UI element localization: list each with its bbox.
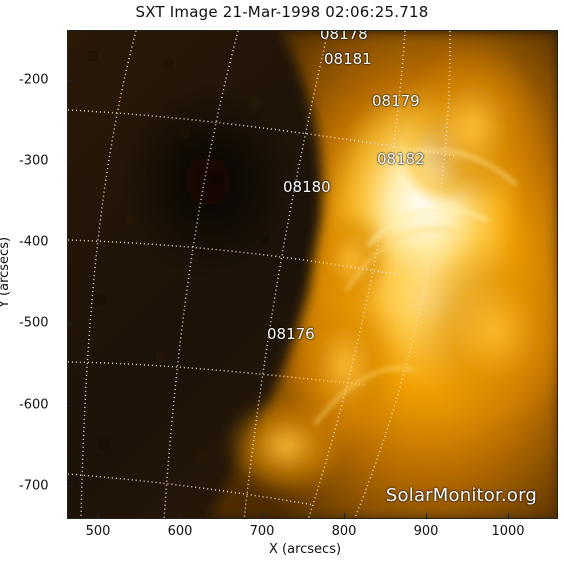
x-tick-mark [262, 513, 263, 519]
y-tick-label: -400 [19, 234, 49, 250]
x-tick-mark [344, 513, 345, 519]
region-label-08178: 08178 [320, 30, 368, 43]
x-tick-label: 900 [413, 524, 439, 539]
y-tick-mark [67, 323, 73, 324]
solarmonitor-watermark: SolarMonitor.org [385, 485, 537, 506]
image-noise [88, 51, 270, 462]
y-tick-label: -500 [19, 315, 49, 331]
y-axis-label: Y (arcsecs) [0, 236, 13, 308]
active-region-bottom [224, 396, 348, 496]
x-tick-label: 600 [167, 524, 193, 539]
x-tick-label: 800 [331, 524, 357, 539]
region-label-08180: 08180 [283, 178, 331, 196]
grid-longitude-line [353, 31, 451, 518]
y-tick-label: -700 [19, 478, 49, 494]
y-tick-mark [67, 405, 73, 406]
x-axis-label: X (arcsecs) [269, 542, 342, 557]
y-tick-mark [67, 161, 73, 162]
region-label-08182: 08182 [377, 150, 425, 168]
x-tick-label: 500 [85, 524, 111, 539]
solar-image-svg [68, 31, 557, 518]
x-tick-label: 1000 [491, 524, 525, 539]
x-tick-label: 700 [249, 524, 275, 539]
y-tick-mark [67, 486, 73, 487]
region-label-08176: 08176 [267, 325, 315, 343]
y-tick-label: -200 [19, 72, 49, 88]
coronal-hole [123, 86, 293, 276]
y-tick-label: -300 [19, 153, 49, 169]
grid-longitude-line [163, 31, 239, 518]
grid-longitude-line [307, 31, 406, 518]
region-label-08179: 08179 [372, 92, 420, 110]
x-tick-mark [98, 513, 99, 519]
heliographic-grid [68, 31, 457, 518]
coronal-loop [384, 147, 518, 187]
active-region-left [311, 208, 391, 314]
region-label-08181: 08181 [324, 50, 372, 68]
y-tick-mark [67, 242, 73, 243]
x-tick-mark [180, 513, 181, 519]
x-tick-mark [426, 513, 427, 519]
solar-image-panel: 08178 08181 08179 08182 08180 08176 Sola… [67, 30, 558, 519]
y-tick-label: -600 [19, 397, 49, 413]
coronal-loop [313, 365, 416, 426]
grid-latitude-line [68, 473, 315, 506]
coronal-loop [366, 206, 490, 248]
active-region-right [411, 236, 557, 426]
x-tick-mark [508, 513, 509, 519]
coronal-loop [344, 226, 470, 293]
y-tick-mark [67, 80, 73, 81]
grid-longitude-line [80, 31, 137, 518]
image-title: SXT Image 21-Mar-1998 02:06:25.718 [135, 3, 429, 21]
active-region-upper [403, 41, 543, 211]
